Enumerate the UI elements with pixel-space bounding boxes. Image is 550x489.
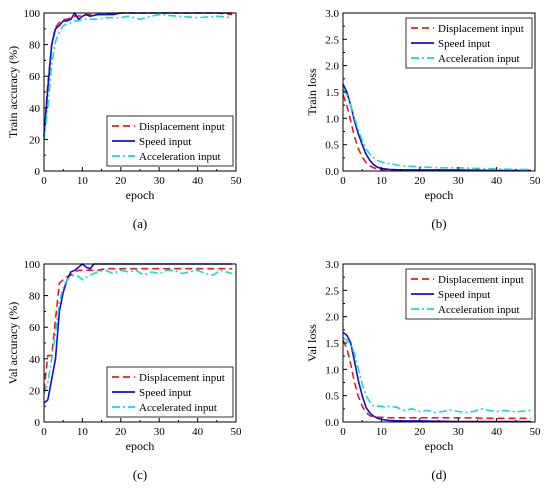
legend-label: Speed input [139,136,191,148]
x-tick-label: 40 [192,175,204,187]
legend-label: Acceleration input [438,53,520,65]
x-tick-label: 40 [192,426,204,438]
series-line-acceleration [342,337,532,414]
series-line-acceleration [342,88,532,171]
y-tick-label: 40 [29,103,41,115]
y-tick-label: 2.0 [325,61,339,73]
panel-caption: (b) [431,216,446,231]
x-tick-label: 50 [530,175,542,187]
y-axis-label: Train accuracy (%) [6,46,20,138]
y-tick-label: 1.5 [325,87,339,99]
x-tick-label: 20 [115,426,127,438]
x-tick-label: 0 [340,175,346,187]
x-tick-label: 40 [491,175,503,187]
y-tick-label: 20 [29,385,41,397]
legend-label: Speed input [438,38,490,50]
y-tick-label: 0 [35,166,41,178]
series-line-displacement [342,94,532,172]
x-tick-label: 30 [453,426,465,438]
x-axis-label: epoch [126,188,155,202]
series-line-speed [342,331,532,423]
y-tick-label: 20 [29,134,41,146]
y-tick-label: 0.5 [325,391,339,403]
series-line-displacement [342,340,532,420]
y-axis-label: Val loss [305,324,319,362]
legend: Displacement input Speed input Accelerated… [106,366,234,418]
y-axis-label: Val accuracy (%) [6,302,20,385]
y-tick-label: 2.5 [325,285,339,297]
y-axis-label: Train loss [305,68,319,116]
y-tick-label: 1.0 [325,364,339,376]
panel-caption: (c) [133,467,147,482]
y-tick-label: 60 [29,322,41,334]
chart-a: 0 10 20 30 40 50 0 20 40 60 80 100 epoch Train accura… [6,8,242,231]
y-tick-label: 40 [29,354,41,366]
y-tick-label: 100 [24,259,41,271]
chart-b: 0 10 20 30 40 50 0.0 0.5 1.0 1.5 2.0 2.5 3.0 epoch Tra… [305,8,541,231]
legend-label: Displacement input [139,372,225,384]
x-tick-label: 10 [77,175,89,187]
legend-label: Displacement input [438,274,524,286]
x-tick-label: 10 [376,175,388,187]
x-tick-label: 0 [41,426,47,438]
x-tick-label: 40 [491,426,503,438]
y-tick-label: 3.0 [325,8,339,20]
x-tick-label: 20 [414,175,426,187]
legend-label: Acceleration input [139,151,221,163]
x-tick-label: 10 [376,426,388,438]
series-line-speed [342,83,532,172]
y-tick-label: 0.0 [325,417,339,429]
x-axis-label: epoch [425,188,454,202]
chart-d: 0 10 20 30 40 50 0.0 0.5 1.0 1.5 2.0 2.5 3.0 epoch Val… [305,259,541,482]
panel-caption: (d) [431,467,446,482]
y-tick-label: 80 [29,291,41,303]
y-tick-label: 0.0 [325,166,339,178]
y-tick-label: 1.0 [325,113,339,125]
legend-label: Speed input [438,289,490,301]
x-tick-label: 0 [340,426,346,438]
x-tick-label: 10 [77,426,89,438]
y-tick-label: 2.5 [325,34,339,46]
y-tick-label: 100 [24,8,41,20]
legend: Displacement input Speed input Acceleratio… [405,268,533,320]
x-tick-label: 0 [41,175,47,187]
series-line-acceleration [43,269,233,394]
legend: Displacement input Speed input Acceleratio… [405,17,533,69]
panel-caption: (a) [133,216,147,231]
y-tick-label: 0.5 [325,140,339,152]
y-tick-label: 2.0 [325,312,339,324]
series-line-acceleration [43,13,233,140]
x-tick-label: 50 [231,426,243,438]
y-tick-label: 80 [29,40,41,52]
series-line-displacement [43,267,233,391]
x-tick-label: 30 [154,426,166,438]
x-axis-label: epoch [126,439,155,453]
legend-label: Displacement input [139,121,225,133]
legend: Displacement input Speed input Acceleratio… [106,115,234,167]
x-tick-label: 50 [231,175,243,187]
x-tick-label: 20 [115,175,127,187]
x-axis-label: epoch [425,439,454,453]
y-tick-label: 1.5 [325,338,339,350]
legend-label: Accelerated input [139,402,217,414]
x-tick-label: 50 [530,426,542,438]
y-tick-label: 3.0 [325,259,339,271]
legend-label: Speed input [139,387,191,399]
x-tick-label: 30 [453,175,465,187]
y-tick-label: 0 [35,417,41,429]
y-tick-label: 60 [29,71,41,83]
chart-c: 0 10 20 30 40 50 0 20 40 60 80 100 epoch Val accuracy… [6,259,242,482]
x-tick-label: 30 [154,175,166,187]
legend-label: Displacement input [438,23,524,35]
legend-label: Acceleration input [438,304,520,316]
x-tick-label: 20 [414,426,426,438]
